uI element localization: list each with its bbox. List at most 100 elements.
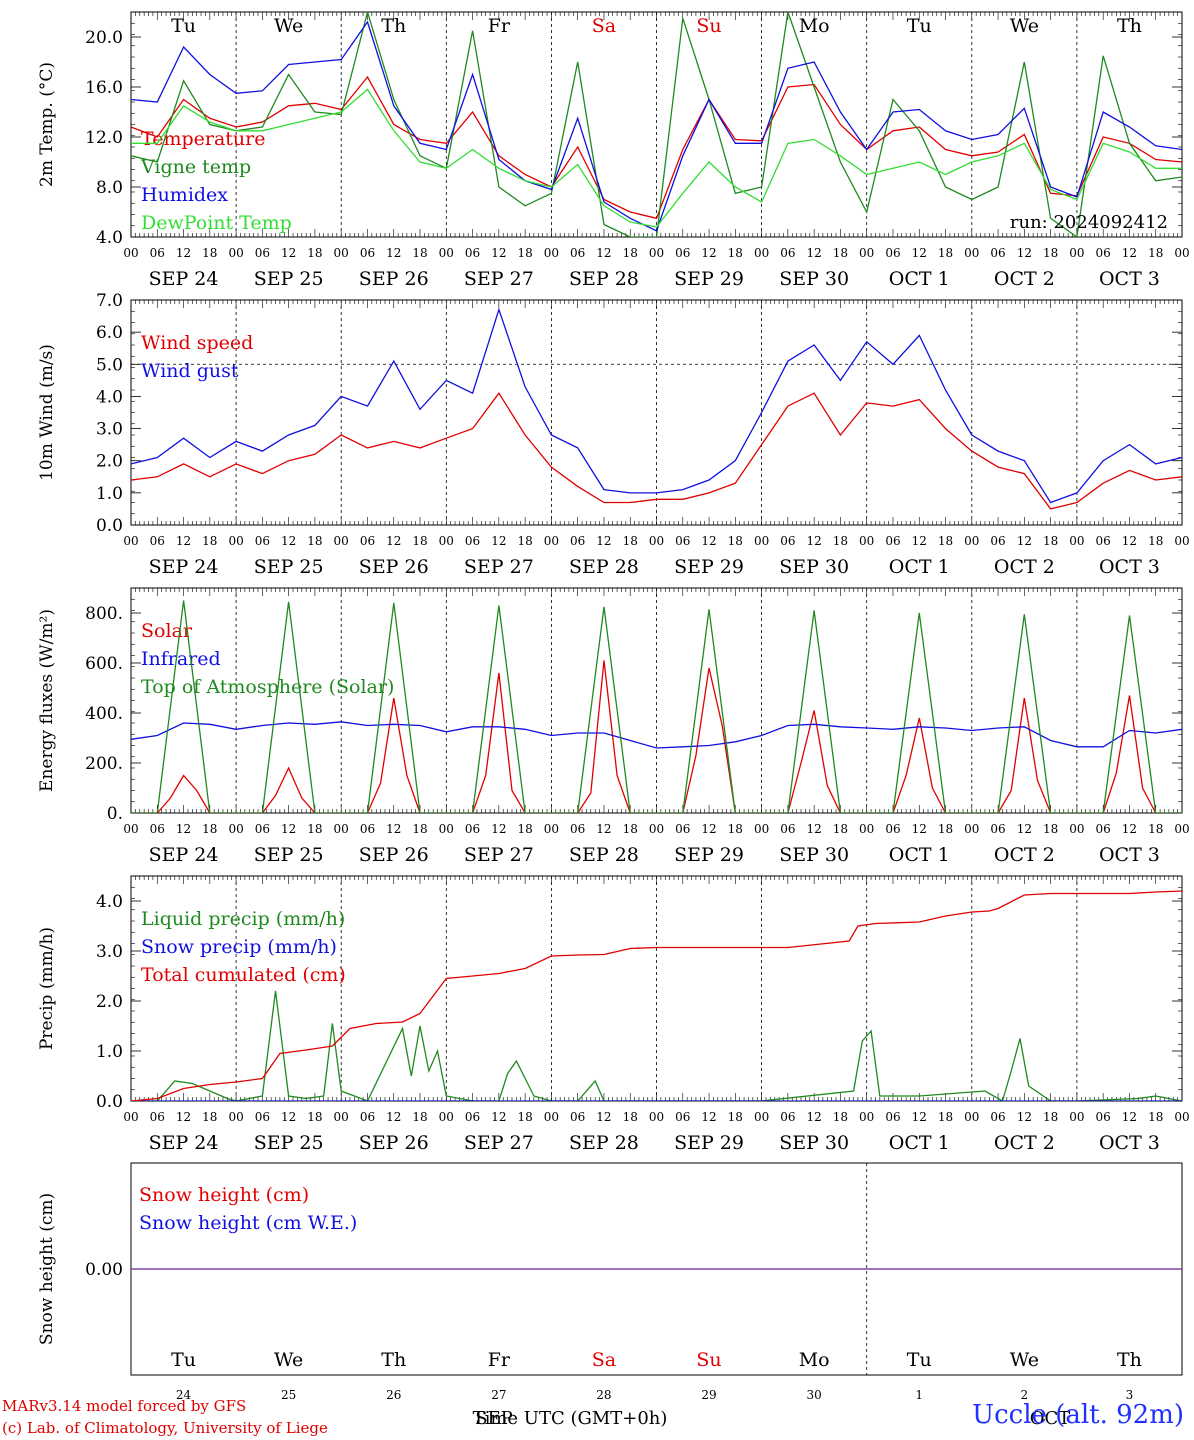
y-tick-label: 0.00	[85, 1260, 123, 1280]
hour-tick-label: 12	[912, 822, 927, 836]
y-tick-label: 0.	[107, 804, 123, 824]
legend-entry: Wind gust	[141, 360, 239, 382]
hour-tick-label: 06	[675, 822, 690, 836]
weekday-label: Fr	[488, 15, 511, 37]
hour-tick-label: 06	[990, 822, 1005, 836]
legend-entry: Vigne temp	[140, 156, 251, 178]
hour-tick-label: 18	[412, 246, 427, 260]
y-axis-label: 2m Temp. (°C)	[37, 62, 57, 187]
hour-tick-label: 12	[596, 1110, 611, 1124]
hour-tick-label: 06	[885, 822, 900, 836]
hour-tick-label: 18	[202, 534, 217, 548]
legend-entry: Wind speed	[141, 332, 253, 354]
date-label: SEP 28	[569, 268, 639, 290]
day-number-label: 3	[1126, 1388, 1134, 1402]
hour-tick-label: 12	[281, 822, 296, 836]
hour-tick-label: 18	[202, 822, 217, 836]
date-label: SEP 26	[359, 1132, 429, 1154]
hour-tick-label: 06	[360, 822, 375, 836]
station-name: Uccle (alt. 92m)	[972, 1400, 1184, 1430]
hour-tick-label: 12	[807, 1110, 822, 1124]
hour-tick-label: 18	[517, 246, 532, 260]
hour-tick-label: 00	[1069, 534, 1084, 548]
date-label: SEP 30	[779, 556, 849, 578]
x-axis-label: Time UTC (GMT+0h)	[473, 1408, 668, 1429]
hour-tick-label: 00	[859, 246, 874, 260]
date-label: SEP 30	[779, 844, 849, 866]
date-label: SEP 27	[464, 268, 534, 290]
hour-tick-label: 12	[1017, 534, 1032, 548]
y-tick-label: 0.0	[96, 516, 123, 536]
y-tick-label: 0.0	[96, 1092, 123, 1112]
series-line-top-of-atmosphere-solar-	[131, 600, 1182, 813]
date-label: SEP 24	[149, 556, 219, 578]
hour-tick-label: 12	[701, 534, 716, 548]
series-line-humidex	[131, 20, 1182, 232]
hour-tick-label: 06	[465, 534, 480, 548]
hour-tick-label: 12	[596, 246, 611, 260]
weekday-label: Th	[381, 15, 406, 37]
hour-tick-label: 06	[465, 822, 480, 836]
date-label: SEP 24	[149, 1132, 219, 1154]
hour-tick-label: 06	[675, 1110, 690, 1124]
hour-tick-label: 00	[754, 246, 769, 260]
legend-entry: Humidex	[141, 184, 228, 206]
weekday-label: Th	[381, 1349, 406, 1371]
run-annotation: run: 2024092412	[1010, 212, 1168, 233]
hour-tick-label: 00	[228, 534, 243, 548]
y-tick-label: 2.0	[96, 452, 123, 472]
y-axis-label: 10m Wind (m/s)	[37, 344, 57, 481]
hour-tick-label: 18	[307, 1110, 322, 1124]
hour-tick-label: 06	[675, 534, 690, 548]
hour-tick-label: 18	[307, 246, 322, 260]
legend-entry: Liquid precip (mm/h)	[141, 908, 345, 930]
hour-tick-label: 12	[176, 1110, 191, 1124]
hour-tick-label: 06	[465, 246, 480, 260]
date-label: SEP 29	[674, 1132, 744, 1154]
hour-tick-label: 12	[701, 1110, 716, 1124]
hour-tick-label: 18	[1148, 534, 1163, 548]
hour-tick-label: 00	[334, 822, 349, 836]
hour-tick-label: 00	[123, 1110, 138, 1124]
weekday-label: Fr	[488, 1349, 511, 1371]
model-credit: MARv3.14 model forced by GFS	[2, 1397, 247, 1415]
hour-tick-label: 12	[386, 822, 401, 836]
hour-tick-label: 12	[491, 1110, 506, 1124]
legend-entry: Snow precip (mm/h)	[141, 936, 337, 958]
hour-tick-label: 12	[386, 246, 401, 260]
weekday-label: We	[274, 1349, 303, 1371]
date-label: SEP 27	[464, 1132, 534, 1154]
date-label: SEP 28	[569, 844, 639, 866]
hour-tick-label: 12	[1122, 246, 1137, 260]
hour-tick-label: 12	[701, 246, 716, 260]
hour-tick-label: 12	[701, 822, 716, 836]
legend-entry: Solar	[141, 620, 193, 642]
hour-tick-label: 00	[439, 1110, 454, 1124]
y-tick-label: 3.0	[96, 420, 123, 440]
date-label: OCT 1	[889, 1132, 950, 1154]
hour-tick-label: 00	[754, 1110, 769, 1124]
hour-tick-label: 12	[281, 246, 296, 260]
hour-tick-label: 00	[1174, 822, 1189, 836]
hour-tick-label: 00	[964, 1110, 979, 1124]
hour-tick-label: 00	[859, 534, 874, 548]
legend-entry: Snow height (cm)	[139, 1184, 309, 1206]
hour-tick-label: 18	[833, 534, 848, 548]
hour-tick-label: 18	[1148, 246, 1163, 260]
hour-tick-label: 06	[255, 534, 270, 548]
weekday-label: We	[1010, 1349, 1039, 1371]
y-tick-label: 4.0	[96, 387, 123, 407]
hour-tick-label: 12	[491, 246, 506, 260]
date-label: SEP 30	[779, 268, 849, 290]
hour-tick-label: 12	[1017, 822, 1032, 836]
hour-tick-label: 18	[623, 1110, 638, 1124]
hour-tick-label: 06	[360, 246, 375, 260]
hour-tick-label: 00	[964, 246, 979, 260]
hour-tick-label: 06	[150, 1110, 165, 1124]
y-tick-label: 20.0	[85, 28, 123, 48]
weekday-label: We	[1010, 15, 1039, 37]
hour-tick-label: 18	[517, 1110, 532, 1124]
date-label: SEP 26	[359, 268, 429, 290]
hour-tick-label: 00	[649, 534, 664, 548]
hour-tick-label: 06	[780, 246, 795, 260]
